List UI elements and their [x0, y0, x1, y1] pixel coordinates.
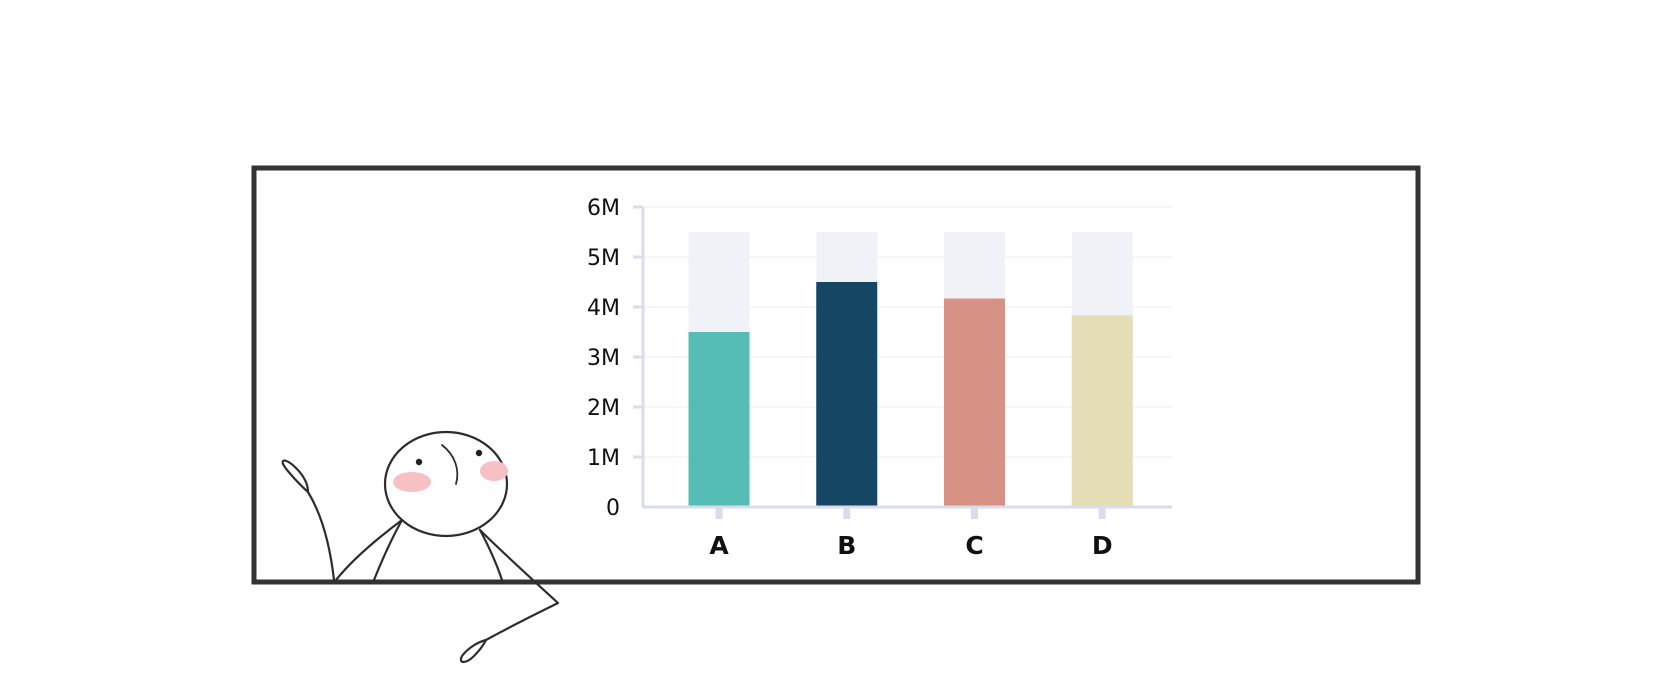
- y-tick-label: 3M: [587, 346, 620, 371]
- y-tick-label: 1M: [587, 446, 620, 471]
- left-eye: [415, 458, 423, 466]
- body-left-side: [372, 518, 404, 582]
- head: [383, 430, 509, 538]
- left-hand: [281, 459, 310, 494]
- right-arm: [478, 528, 560, 642]
- right-cheek: [480, 461, 508, 481]
- left-cheek: [393, 472, 431, 492]
- bar-b: [816, 282, 878, 507]
- bar-a: [688, 332, 750, 507]
- bar-chart: 0 1M 2M 3M 4M 5M 6M A B C D: [587, 196, 1172, 560]
- data-bars: [688, 282, 1133, 507]
- y-tick-label: 4M: [587, 296, 620, 321]
- left-arm: [306, 490, 336, 582]
- y-axis-tick-labels: 0 1M 2M 3M 4M 5M 6M: [587, 196, 620, 521]
- x-axis-category-labels: A B C D: [709, 531, 1112, 560]
- y-tick-label: 0: [606, 496, 620, 521]
- bar-d: [1071, 315, 1133, 507]
- nose-line: [441, 444, 459, 485]
- axes: [633, 205, 1172, 519]
- right-eye: [475, 449, 483, 457]
- right-hand: [459, 638, 488, 664]
- body-right-side: [478, 528, 504, 582]
- x-tick-label: C: [965, 531, 983, 560]
- x-tick-label: A: [709, 531, 729, 560]
- stick-figure-pointing-icon: [281, 430, 560, 664]
- y-tick-label: 2M: [587, 396, 620, 421]
- x-tick-label: D: [1092, 531, 1113, 560]
- body-left-shoulder: [334, 518, 404, 582]
- y-tick-label: 6M: [587, 196, 620, 221]
- bar-c: [944, 298, 1005, 507]
- x-tick-label: B: [837, 531, 856, 560]
- y-tick-label: 5M: [587, 246, 620, 271]
